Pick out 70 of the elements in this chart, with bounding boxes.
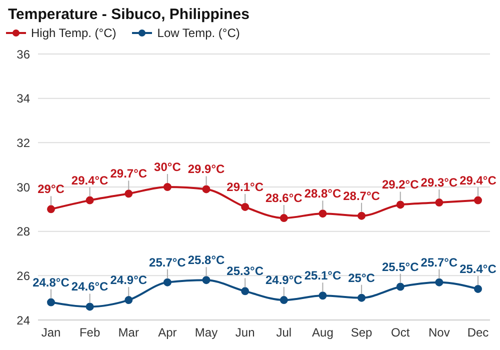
point bbox=[124, 296, 133, 304]
data-label: 29.1°C bbox=[226, 180, 264, 194]
point bbox=[474, 284, 482, 293]
data-label: 25°C bbox=[348, 270, 376, 285]
y-tick-label: 30 bbox=[16, 180, 30, 194]
y-tick-label: 32 bbox=[16, 136, 30, 150]
point bbox=[86, 302, 94, 311]
data-label: 29.9°C bbox=[188, 162, 226, 176]
data-label: 25.3°C bbox=[226, 264, 264, 278]
point bbox=[202, 185, 210, 194]
legend-label: High Temp. (°C) bbox=[31, 26, 116, 40]
y-tick-label: 24 bbox=[16, 313, 30, 328]
chart-title: Temperature - Sibuco, Philippines bbox=[8, 6, 250, 23]
data-label: 29.2°C bbox=[382, 178, 420, 192]
point bbox=[358, 294, 366, 302]
x-tick-label: Jun bbox=[235, 326, 255, 340]
point bbox=[241, 202, 250, 211]
point bbox=[396, 200, 404, 209]
x-tick-label: Sep bbox=[350, 326, 373, 340]
point bbox=[202, 276, 210, 284]
point bbox=[396, 282, 404, 291]
point bbox=[47, 205, 55, 214]
y-tick-label: 28 bbox=[16, 224, 30, 239]
data-label: 25.7°C bbox=[420, 255, 458, 270]
point bbox=[318, 210, 327, 218]
point bbox=[163, 278, 172, 286]
data-label: 24.8°C bbox=[32, 275, 70, 290]
point bbox=[124, 190, 133, 198]
point bbox=[47, 298, 55, 306]
point bbox=[280, 214, 288, 222]
data-label: 25.7°C bbox=[149, 255, 186, 270]
data-label: 28.8°C bbox=[304, 186, 342, 201]
data-label: 25.4°C bbox=[460, 262, 497, 276]
y-tick-label: 34 bbox=[16, 92, 30, 106]
data-label: 29.4°C bbox=[460, 173, 497, 188]
x-tick-label: Jan bbox=[41, 326, 61, 340]
data-label: 29°C bbox=[38, 182, 65, 196]
y-tick-label: 36 bbox=[16, 47, 30, 62]
data-label: 24.9°C bbox=[265, 273, 303, 288]
x-tick-label: Jul bbox=[276, 326, 292, 340]
point bbox=[241, 287, 250, 296]
x-tick-label: Oct bbox=[391, 326, 410, 340]
point bbox=[318, 292, 327, 300]
x-tick-label: Aug bbox=[312, 326, 334, 340]
data-label: 29.3°C bbox=[420, 176, 458, 190]
data-label: 29.7°C bbox=[110, 166, 148, 181]
data-label: 24.6°C bbox=[71, 280, 109, 294]
data-label: 25.5°C bbox=[382, 260, 420, 274]
data-label: 25.1°C bbox=[304, 268, 342, 283]
y-tick-label: 26 bbox=[16, 268, 30, 283]
point bbox=[86, 196, 94, 204]
x-tick-label: Nov bbox=[428, 326, 450, 340]
x-tick-label: Mar bbox=[118, 326, 139, 340]
data-label: 28.6°C bbox=[265, 191, 303, 206]
legend-label: Low Temp. (°C) bbox=[157, 26, 240, 40]
point bbox=[474, 196, 482, 204]
x-tick-label: May bbox=[194, 326, 218, 340]
data-label: 24.9°C bbox=[110, 273, 148, 288]
x-tick-label: Feb bbox=[79, 326, 100, 340]
x-tick-label: Dec bbox=[467, 326, 489, 340]
point bbox=[435, 278, 444, 286]
point bbox=[435, 198, 444, 207]
data-label: 25.8°C bbox=[188, 253, 226, 268]
point bbox=[358, 212, 366, 220]
data-label: 29.4°C bbox=[71, 173, 109, 188]
data-label: 28.7°C bbox=[343, 188, 380, 203]
x-tick-label: Apr bbox=[158, 326, 177, 340]
data-label: 30°C bbox=[154, 160, 182, 174]
point bbox=[163, 183, 172, 191]
point bbox=[280, 296, 288, 304]
